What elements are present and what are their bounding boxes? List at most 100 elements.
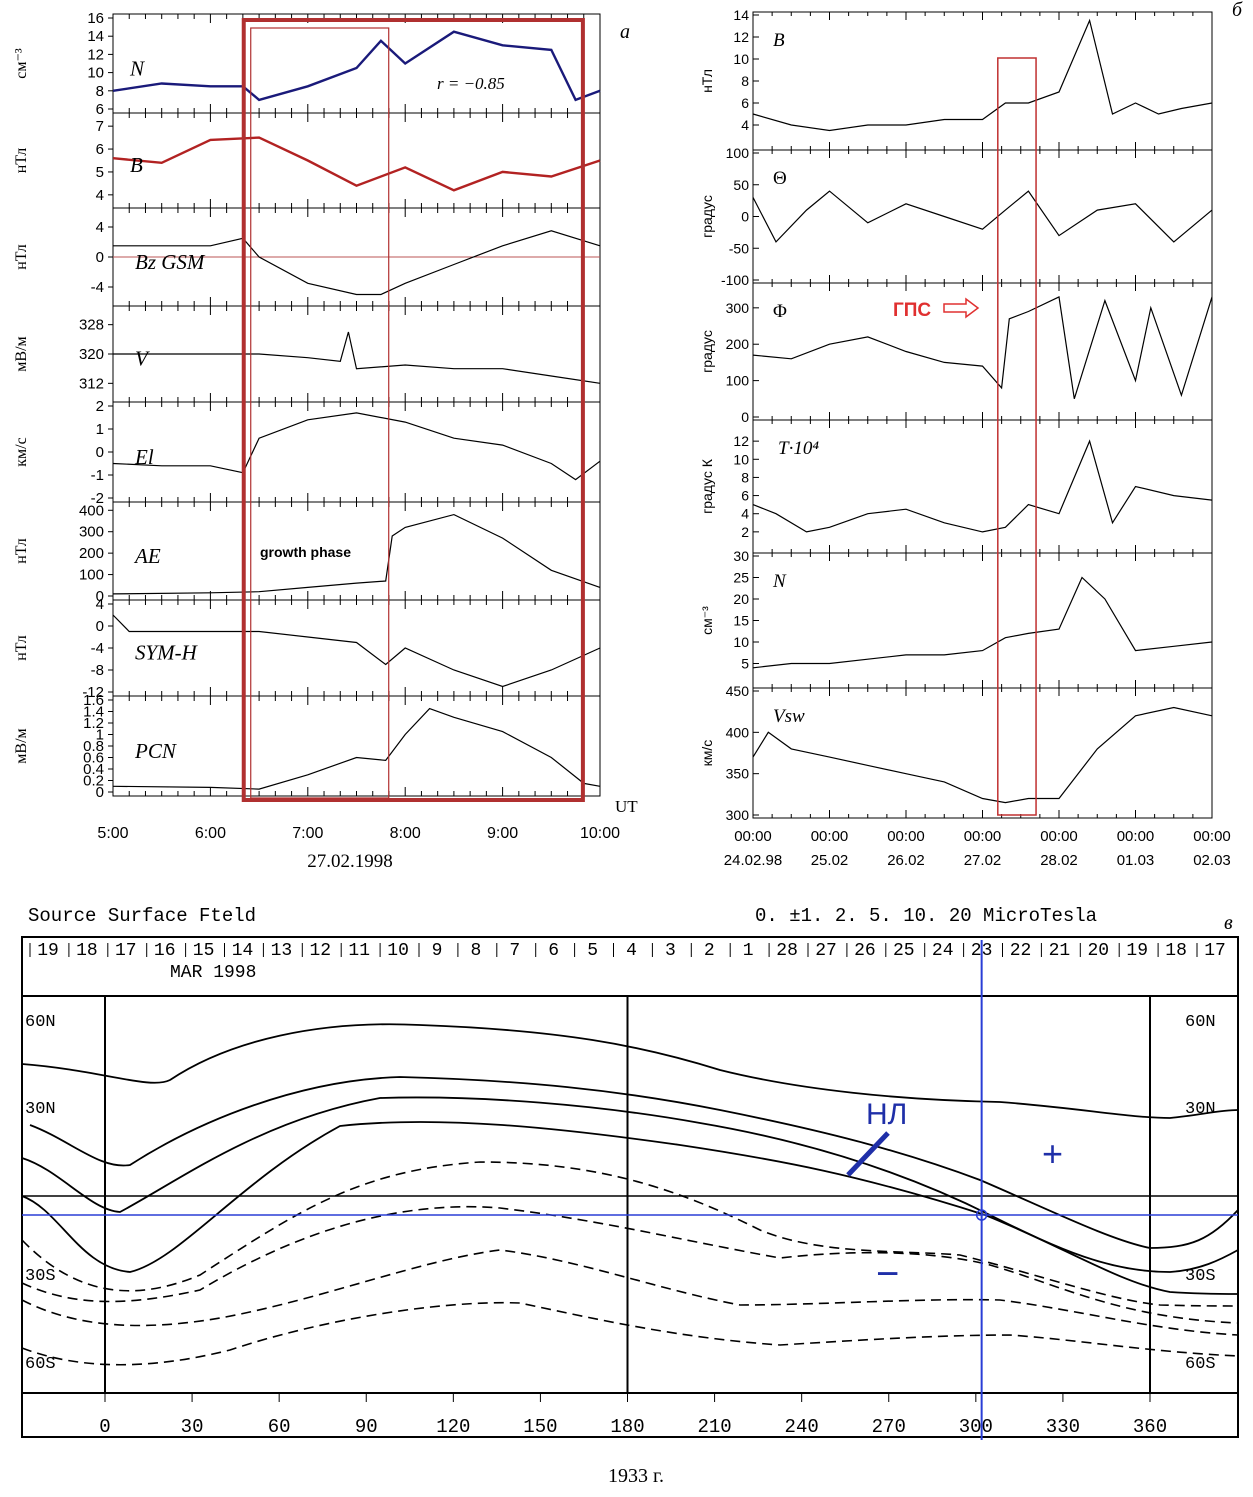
panel-a-ytick-label: 0 [96,249,104,266]
panel-a-xtick-label: 7:00 [292,825,323,842]
panel-a-frame-5 [112,501,601,601]
panel-b-ytick-label: 0 [741,409,749,425]
earth-marker [975,1209,988,1221]
panel-b-ytick-label: 14 [733,7,749,23]
panel-a-ytick-label: 0 [96,444,104,461]
panel-c-lon-label: 240 [785,1416,819,1438]
panel-a-ytick-label: 16 [87,10,104,27]
panel-a-ytick-label: -4 [91,640,104,657]
panel-a-ytick-label: 1.6 [83,692,104,709]
panel-c-lat-right: 60S [1185,1355,1216,1374]
panel-c-day-label: 19 [37,941,59,961]
panel-b-unit-label: см⁻³ [699,606,715,635]
panel-a-ytick-label: 0 [96,618,104,635]
gps-arrow-icon [943,297,980,319]
panel-a-ytick-label: -4 [91,279,104,296]
panel-a-frame-4 [112,401,601,503]
panel-b-ytick-label: 200 [726,336,750,352]
panel-c-day-label: 17 [1204,941,1226,961]
panel-a-series-label: El [134,445,154,469]
panel-a-ytick-label: 1.2 [83,715,104,732]
panel-c: 19 18 17 16 15 14 13 12 11 10 9 8 7 6 5 4 3 2 1 28 27 26 25 24 2… [21,936,1239,1440]
panel-a-unit-label: мВ/м [13,336,30,371]
panel-a-xtick-label: 5:00 [97,825,128,842]
panel-c-lon-label: 90 [355,1416,378,1438]
panel-a-ytick-label: 8 [96,83,104,100]
panel-b-series [752,706,1213,804]
series-ae [112,513,601,595]
panel-a-ytick-label: -2 [91,490,104,507]
panel-c-day-label: 5 [587,941,598,961]
panel-b-series [752,439,1213,533]
panel-b-ytick-label: 15 [733,613,749,629]
panel-a-ytick-label: 200 [79,545,104,562]
panel-a-ytick-label: 2 [96,398,104,415]
panel-c-day-label: 11 [348,941,370,961]
panel-b-unit-label: градус [699,195,715,238]
panel-a-series-label: N [129,56,145,80]
panel-c-lat-left: 60S [25,1355,56,1374]
panel-c-caption: 1933 г. [608,1465,664,1487]
panel-c-day-label: 27 [815,941,837,961]
panel-a-ytick-label: 300 [79,524,104,541]
panel-c-day-label: 10 [387,941,409,961]
panel-b-series-label: Φ [773,301,787,322]
panel-a-frame-0 [112,13,601,114]
panel-b-frame-1 [752,149,1213,284]
panel-c-day-label: 18 [76,941,98,961]
panel-b-ytick-label: 8 [741,73,749,89]
panel-c-lat-right: 30N [1185,1100,1216,1119]
panel-c-lon-label: 210 [697,1416,731,1438]
panel-a-ytick-label: 0.4 [83,761,104,778]
panel-c-day-label: 24 [932,941,954,961]
panel-b-ytick-label: 100 [726,373,750,389]
panel-b-ytick-label: 400 [726,724,750,740]
panel-b-ytick-label: 50 [733,177,749,193]
panel-c-day-label: 4 [626,941,637,961]
panel-c-lon-label: 150 [523,1416,557,1438]
panel-b-ytick-label: 100 [726,145,750,161]
series-symh [112,614,601,688]
positive-contour-2 [21,1096,1239,1273]
panel-c-day-label: 12 [309,941,331,961]
negative-contour-2 [21,1249,1239,1336]
panel-c-day-label: 19 [1126,941,1148,961]
panel-b-unit-label: градус К [699,458,715,514]
panel-a-xtick-label: 6:00 [195,825,226,842]
panel-b-frame-2 [752,282,1213,421]
panel-a-ytick-label: 4 [96,596,104,613]
panel-a-series-label: Bz GSM [135,250,206,274]
series-bzgsm [113,230,601,296]
panel-b-ytick-label: 10 [733,51,749,67]
panel-b-unit-label: градус [699,330,715,373]
panel-a-series-label: V [135,347,150,371]
panel-c-lat-right: 30S [1185,1267,1216,1286]
correlation-annotation: r = −0.85 [437,74,505,93]
positive-contour-0 [21,1023,1239,1119]
panel-b-ytick-label: 12 [733,29,749,45]
panel-a-ytick-label: 0.8 [83,738,104,755]
series-b [112,136,601,192]
panel-c-title: Source Surface Fteld [28,905,256,927]
panel-b-xtick-time: 00:00 [1193,828,1231,845]
series-el [112,412,601,481]
panel-a-ytick-label: 7 [96,118,104,135]
panel-a-ytick-label: 5 [96,164,104,181]
positive-contour-3 [21,1121,1239,1295]
panel-b-ytick-label: 350 [726,766,750,782]
panel-c-day-label: 18 [1165,941,1187,961]
panel-a-unit-label: км/с [13,437,30,466]
panel-c-lon-label: 270 [872,1416,906,1438]
panel-b-ytick-label: 6 [741,488,749,504]
panel-a-unit-label: нТл [13,148,30,174]
panel-c-day-label: 15 [193,941,215,961]
panel-a-axis-unit: UT [615,797,638,816]
panel-b-xtick-date: 24.02.98 [724,852,782,869]
panel-c-lat-left: 30S [25,1267,56,1286]
panel-c-lon-label: 60 [268,1416,291,1438]
gps-highlight-box [997,57,1037,816]
panel-c-lon-label: 30 [181,1416,204,1438]
panel-a-xtick-label: 8:00 [390,825,421,842]
panel-a-ytick-label: 0 [96,784,104,801]
